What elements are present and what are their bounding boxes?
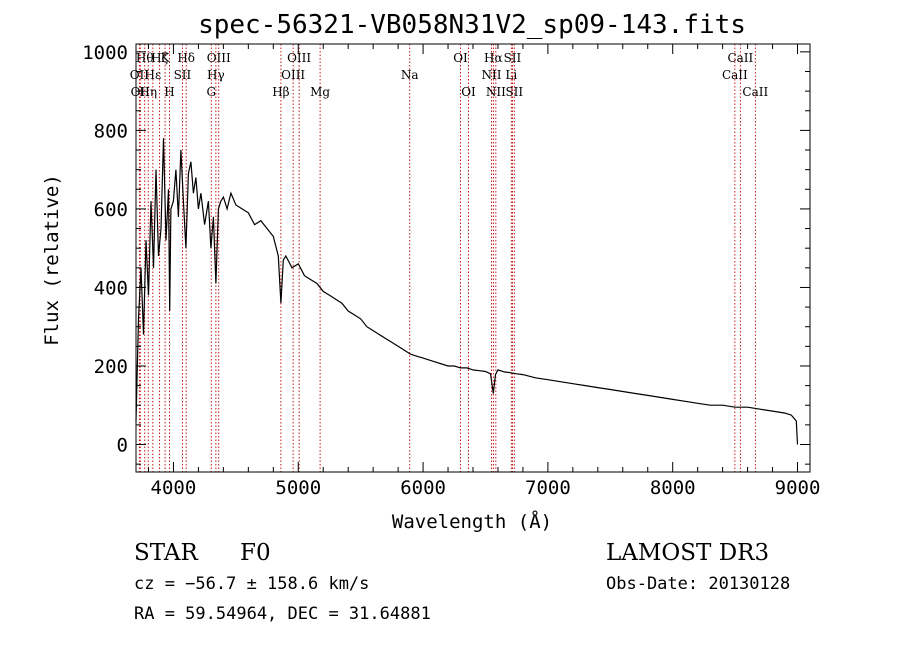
y-tick-label: 200 [94,356,128,378]
y-tick-label: 1000 [82,42,128,64]
spectral-line-label: Hε [145,68,162,82]
spectral-line-label: SII [505,85,523,99]
x-tick-label: 4000 [151,477,197,499]
flux-series-line [135,138,799,445]
plot-frame [135,43,811,473]
object-subclass: F0 [240,540,271,566]
spectral-line-label: OIII [287,51,311,65]
spectral-line-label: OI [461,85,476,99]
spectral-line-label: H [164,85,174,99]
spectral-lines-layer [138,44,756,472]
spectral-line-label: SII [504,51,522,65]
spectral-line-labels-layer: OIIOIIHθHηHεHζKHSIIHδGHγOIIIHβOIIIOIIIMg… [130,51,769,99]
y-tick-label: 800 [94,120,128,142]
x-tick-label: 7000 [525,477,571,499]
redshift-cz: cz = −56.7 ± 158.6 km/s [134,574,369,594]
x-tick-label: 5000 [275,477,321,499]
spectral-line-label: Na [401,68,419,82]
survey-name: LAMOST DR3 [606,540,769,566]
spectral-line-label: Hδ [177,51,195,65]
spectral-line-label: Hβ [272,85,289,99]
spectral-line-label: NII [486,85,506,99]
x-axis-label: Wavelength (Å) [392,510,552,533]
axis-ticks [136,44,810,472]
y-tick-label: 0 [117,435,128,457]
y-tick-label: 600 [94,199,128,221]
spectral-line-label: Hη [139,85,157,99]
coordinates: RA = 59.54964, DEC = 31.64881 [134,604,431,624]
spectral-line-label: CaII [727,51,753,65]
spectral-line-label: Li [505,68,517,82]
spectral-line-label: K [161,51,171,65]
spectral-line-label: Hα [484,51,503,65]
spectral-line-label: OIII [281,68,305,82]
spectral-line-label: Mg [310,85,330,99]
spectral-line-label: CaII [722,68,748,82]
spectral-line-label: Hγ [207,68,225,82]
spectral-line-label: OII [130,68,150,82]
spectral-line-label: Hθ [136,51,154,65]
observation-date: Obs-Date: 20130128 [606,574,790,594]
spectral-line-label: OII [131,85,151,99]
spectral-line-label: OIII [207,51,231,65]
spectral-line-label: NII [481,68,501,82]
spectral-line-label: SII [174,68,192,82]
x-tick-label: 8000 [650,477,696,499]
spectral-line-label: G [206,85,216,99]
x-tick-label: 6000 [400,477,446,499]
spectral-line-label: CaII [742,85,768,99]
object-class: STAR [134,540,198,566]
spectral-line-label: Hζ [151,51,168,65]
y-tick-label: 400 [94,277,128,299]
y-tick-labels: 0 200 400 600 800 1000 [82,42,128,457]
x-tick-label: 9000 [775,477,821,499]
spectral-line-label: OI [453,51,468,65]
x-tick-labels: 4000 5000 6000 7000 8000 9000 [151,477,821,499]
y-axis-label: Flux (relative) [41,174,63,346]
chart-title: spec-56321-VB058N31V2_sp09-143.fits [198,10,746,40]
